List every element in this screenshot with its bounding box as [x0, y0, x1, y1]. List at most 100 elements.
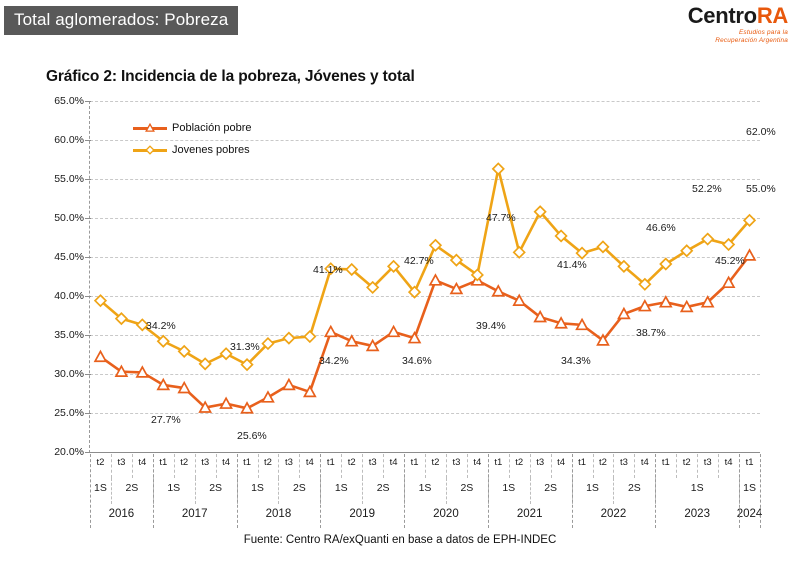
x-tick-semester: 2S: [209, 482, 223, 494]
x-axis: t2 t3 t4 t1 t2 t3 t4 t1 t2 t3 t4 t1 t2 t3 t4 t1 t2 t3 t4 t1…: [0, 452, 800, 532]
x-axis-separator: [194, 454, 196, 478]
x-tick-quarter: t4: [222, 457, 231, 468]
x-tick-quarter: t2: [264, 457, 272, 468]
y-tick-label: 45.0%: [54, 251, 84, 263]
data-point-marker: [177, 344, 191, 358]
y-tick-mark: [85, 257, 91, 258]
y-tick-label: 60.0%: [54, 134, 84, 146]
x-tick-quarter: t4: [640, 457, 649, 468]
header-bar: Total aglomerados: Pobreza CentroRA Estu…: [0, 0, 800, 56]
data-point-marker: [114, 364, 129, 377]
x-axis-separator: [592, 454, 594, 478]
data-point-marker: [638, 298, 652, 312]
x-tick-semester: 1S: [586, 482, 599, 494]
x-axis-separator: [634, 454, 636, 478]
data-label: 52.2%: [692, 183, 722, 195]
data-point-marker: [198, 400, 212, 413]
data-point-marker: [240, 358, 254, 372]
series-jovenes-pobres: [93, 162, 757, 372]
y-tick-mark: [85, 296, 91, 297]
x-tick-quarter: t4: [389, 457, 398, 468]
x-tick-quarter: t2: [96, 457, 105, 468]
data-point-marker: [512, 293, 527, 306]
x-tick-year: 2016: [108, 508, 135, 520]
gridline: [90, 374, 760, 375]
data-point-marker: [261, 336, 275, 351]
x-tick-quarter: t2: [599, 457, 607, 468]
gridline: [90, 335, 760, 336]
x-tick-quarter: t1: [494, 457, 503, 468]
data-point-marker: [303, 384, 317, 398]
x-axis-separator: [362, 478, 364, 504]
x-tick-quarter: t3: [619, 457, 628, 468]
y-tick-label: 30.0%: [54, 368, 84, 380]
source-note: Fuente: Centro RA/exQuanti en base a dat…: [243, 534, 557, 546]
data-label: 45.2%: [715, 255, 745, 267]
x-axis-year-separator: [655, 454, 657, 528]
data-point-marker: [324, 262, 338, 276]
data-label: 39.4%: [476, 320, 506, 332]
data-label: 31.3%: [230, 341, 260, 353]
y-tick-label: 50.0%: [54, 212, 84, 224]
data-point-marker: [533, 205, 547, 219]
data-point-marker: [156, 377, 171, 391]
data-point-marker: [491, 284, 506, 297]
data-label: 27.7%: [151, 414, 181, 426]
y-tick-label: 35.0%: [54, 329, 84, 341]
data-point-marker: [470, 268, 484, 282]
data-point-marker: [240, 401, 254, 414]
x-tick-semester: 1S: [690, 482, 704, 494]
x-tick-semester: 2S: [376, 482, 390, 494]
x-tick-quarter: t4: [473, 457, 482, 468]
data-point-marker: [554, 229, 568, 243]
x-axis-separator: [278, 478, 280, 504]
data-label: 34.2%: [319, 355, 349, 367]
x-tick-quarter: t2: [515, 457, 524, 468]
data-point-marker: [303, 329, 317, 344]
data-point-marker: [742, 213, 757, 227]
y-tick-mark: [85, 101, 91, 102]
data-label: 38.7%: [636, 327, 666, 339]
x-tick-quarter: t3: [452, 457, 461, 468]
x-tick-quarter: t4: [138, 457, 147, 468]
data-point-marker: [93, 349, 108, 363]
x-axis-separator: [550, 454, 552, 478]
data-point-marker: [449, 253, 464, 267]
x-axis-year-separator: [404, 454, 406, 528]
x-axis-separator: [278, 454, 280, 478]
x-axis-separator: [718, 454, 720, 478]
y-axis-line: [89, 101, 90, 453]
data-label: 41.4%: [557, 259, 587, 271]
data-point-marker: [659, 257, 673, 271]
data-label: 55.0%: [746, 183, 776, 195]
y-tick-mark: [85, 374, 91, 375]
x-tick-year: 2019: [349, 508, 375, 520]
x-axis-separator: [508, 454, 510, 478]
x-tick-year: 2023: [684, 508, 710, 520]
x-tick-quarter: t2: [180, 457, 189, 468]
x-axis-separator: [425, 454, 426, 478]
legend-swatch: [133, 144, 167, 156]
data-point-marker: [449, 281, 464, 295]
data-point-marker: [428, 273, 443, 286]
data-label: 62.0%: [746, 126, 776, 138]
data-point-marker: [679, 299, 694, 313]
data-point-marker: [658, 295, 673, 308]
brand-logo: CentroRA Estudios para la Recuperación A…: [658, 4, 789, 52]
x-tick-semester: 2S: [460, 482, 474, 494]
x-axis-separator: [676, 454, 678, 478]
x-tick-semester: 1S: [502, 482, 516, 494]
legend-item-jovenes-pobres[interactable]: Jovenes pobres: [133, 139, 252, 161]
x-tick-quarter: t4: [305, 457, 314, 468]
x-axis-year-separator: [571, 454, 573, 528]
data-label: 34.2%: [146, 320, 176, 332]
x-tick-semester: 2S: [292, 482, 306, 494]
data-point-marker: [701, 232, 715, 246]
data-point-marker: [721, 237, 736, 252]
data-point-marker: [386, 324, 401, 338]
legend-item-poblacion-pobre[interactable]: Población pobre: [133, 117, 252, 139]
x-axis-year-separator: [760, 454, 761, 528]
x-tick-quarter: t1: [661, 457, 670, 468]
x-axis-separator: [257, 454, 259, 478]
data-point-marker: [135, 318, 149, 332]
